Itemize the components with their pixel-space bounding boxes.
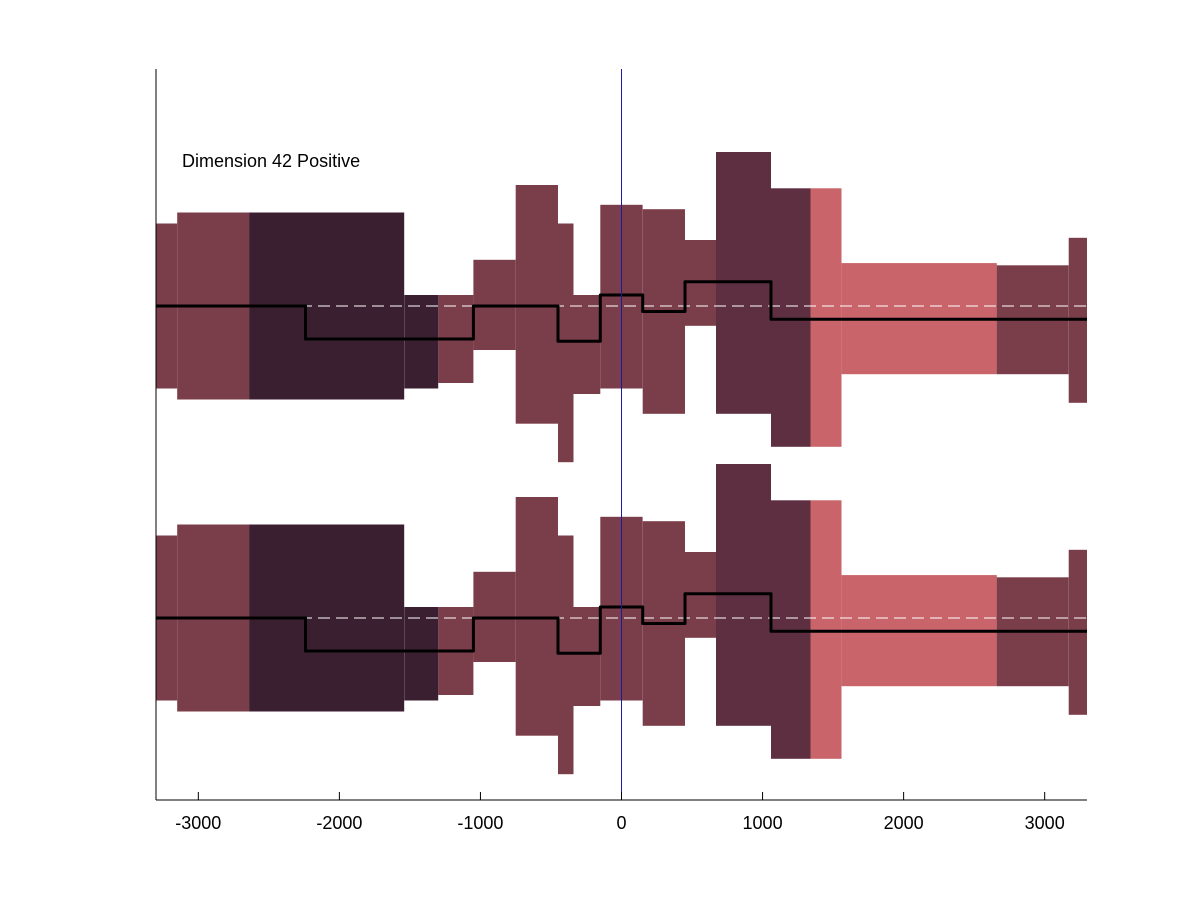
x-tick-label: -1000 <box>457 813 503 833</box>
band-segment-lower-14 <box>771 500 811 759</box>
band-segment-upper-4 <box>404 295 439 389</box>
band-segment-upper-9 <box>573 295 601 394</box>
x-tick-label: -3000 <box>175 813 221 833</box>
x-tick-label: 2000 <box>884 813 924 833</box>
x-tick-label: 0 <box>616 813 626 833</box>
band-segment-upper-15 <box>810 188 842 447</box>
band-segment-upper-7 <box>515 185 558 424</box>
mean-line-upper <box>156 280 1087 343</box>
band-segment-lower-8 <box>558 535 574 775</box>
x-axis-ticks: -3000 -2000 -1000 0 1000 2000 3000 <box>175 792 1065 833</box>
baseline-layer <box>156 305 1087 619</box>
chart-annotation: Dimension 42 Positive <box>182 151 360 171</box>
mean-line-layer <box>156 280 1087 655</box>
band-segment-lower-9 <box>573 607 601 706</box>
x-tick-label: 1000 <box>743 813 783 833</box>
mean-line-lower <box>156 592 1087 655</box>
x-tick-label: 3000 <box>1025 813 1065 833</box>
band-segment-upper-14 <box>771 188 811 447</box>
band-segment-upper-8 <box>558 223 574 463</box>
x-tick-label: -2000 <box>316 813 362 833</box>
band-segment-lower-4 <box>404 607 439 701</box>
band-segment-lower-7 <box>515 497 558 736</box>
band-segment-lower-15 <box>810 500 842 759</box>
